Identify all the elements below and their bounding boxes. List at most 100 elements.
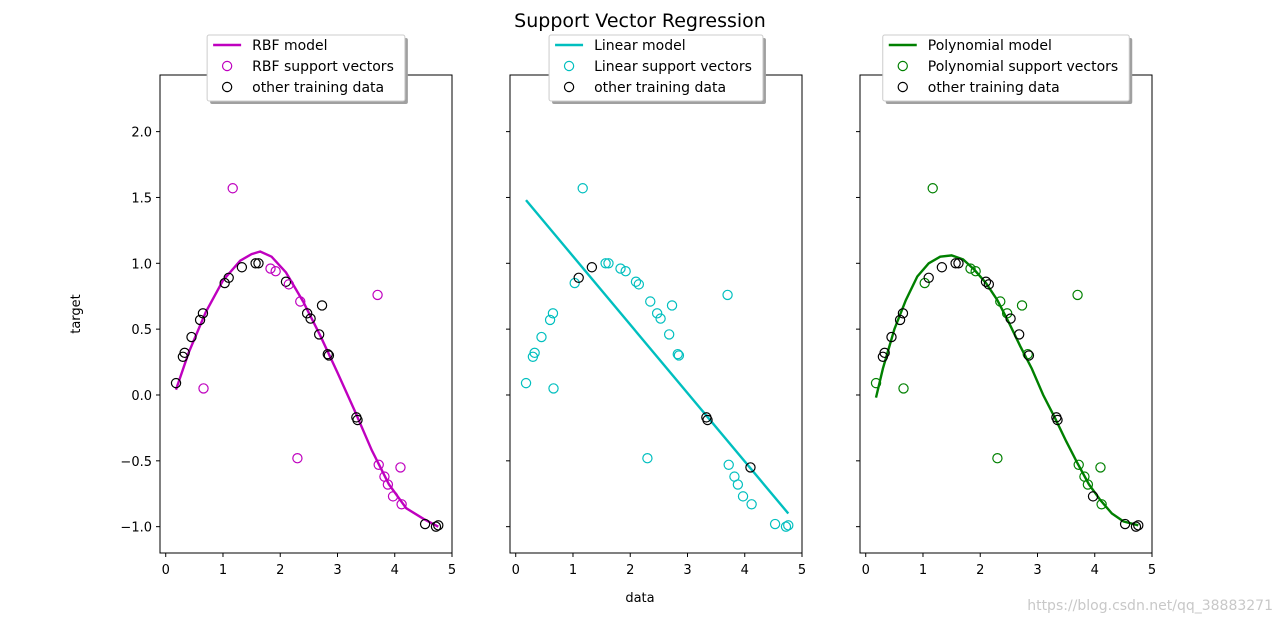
- legend-support-swatch: [897, 60, 908, 72]
- support-vector-point: [1016, 300, 1028, 311]
- x-tick-label: 2: [626, 563, 634, 578]
- legend-entry-label: RBF model: [252, 38, 327, 54]
- legend-entry-label: other training data: [928, 80, 1060, 96]
- other-training-point: [305, 313, 316, 324]
- x-tick-label: 2: [976, 563, 984, 578]
- legend-support-swatch: [563, 60, 575, 72]
- support-vector-point: [783, 520, 794, 531]
- support-vector-point: [292, 452, 303, 464]
- y-tick-label: 1.0: [131, 257, 152, 272]
- legend-other-swatch: [221, 81, 233, 93]
- other-training-point: [923, 272, 934, 283]
- support-vector-point: [673, 350, 685, 361]
- legend-entry-label: Linear model: [594, 38, 686, 54]
- support-vector-point: [295, 296, 306, 307]
- support-vector-point: [198, 383, 209, 394]
- support-vector-point: [373, 459, 384, 470]
- x-tick-label: 3: [1033, 563, 1041, 578]
- x-tick-label: 2: [276, 563, 284, 578]
- legend-entry-label: RBF support vectors: [252, 59, 394, 75]
- x-tick-label: 3: [683, 563, 691, 578]
- figure-title: Support Vector Regression: [514, 10, 766, 32]
- support-vector-point: [577, 183, 588, 194]
- support-vector-point: [1095, 462, 1106, 473]
- support-vector-point: [1022, 348, 1033, 360]
- y-tick-label: 2.0: [131, 126, 152, 141]
- other-training-point: [897, 308, 909, 319]
- legend-box: [206, 34, 406, 102]
- other-training-point: [236, 262, 248, 273]
- other-training-point: [573, 272, 584, 283]
- other-training-point: [433, 520, 444, 531]
- support-vector-point: [1096, 499, 1107, 510]
- support-vector-point: [283, 279, 295, 290]
- support-vector-point: [547, 308, 559, 319]
- y-tick-label: −0.5: [120, 455, 152, 470]
- legend: RBF model RBF support vectors other traini…: [206, 34, 408, 104]
- y-axis-label: target: [69, 294, 84, 334]
- support-vector-point: [227, 183, 238, 194]
- other-training-point: [194, 314, 206, 326]
- support-vector-point: [396, 499, 407, 510]
- other-training-point: [950, 258, 961, 269]
- other-training-point: [894, 314, 906, 326]
- x-tick-label: 5: [448, 563, 456, 578]
- x-tick-label: 1: [569, 563, 577, 578]
- support-vector-point: [544, 314, 556, 326]
- support-vector-point: [548, 383, 559, 394]
- support-vector-point: [529, 347, 540, 359]
- support-vector-point: [992, 452, 1003, 464]
- other-training-point: [352, 414, 363, 426]
- support-vector-point: [723, 459, 734, 470]
- x-axis-label: data: [625, 591, 654, 606]
- support-vector-point: [666, 300, 678, 311]
- support-vector-point: [780, 521, 792, 532]
- other-training-point: [586, 262, 598, 273]
- legend: Linear model Linear support vectors other …: [548, 34, 766, 104]
- other-training-point: [1133, 520, 1144, 531]
- x-tick-label: 0: [862, 563, 870, 578]
- x-tick-label: 4: [391, 563, 399, 578]
- support-vector-point: [732, 479, 744, 490]
- other-training-point: [419, 518, 431, 530]
- other-training-point: [253, 258, 264, 269]
- legend-box: [882, 34, 1130, 102]
- x-tick-label: 5: [1148, 563, 1156, 578]
- support-vector-point: [746, 499, 757, 510]
- support-vector-point: [387, 491, 399, 502]
- support-vector-point: [382, 479, 394, 490]
- other-training-point: [430, 521, 442, 532]
- plot-area: [520, 90, 794, 532]
- y-tick-label: −1.0: [120, 521, 152, 536]
- support-vector-point: [672, 348, 683, 360]
- support-vector-point: [722, 289, 733, 301]
- support-vector-point: [633, 279, 645, 290]
- support-vector-point: [520, 377, 532, 389]
- support-vector-point: [965, 263, 976, 274]
- x-tick-label: 4: [741, 563, 749, 578]
- legend-box: [548, 34, 764, 102]
- x-tick-label: 5: [798, 563, 806, 578]
- model-curve: [174, 250, 439, 528]
- legend-entry-label: Polynomial support vectors: [928, 59, 1118, 75]
- legend-support-swatch: [221, 60, 233, 72]
- other-training-point: [323, 350, 335, 361]
- support-vector-point: [651, 308, 663, 319]
- other-training-point: [301, 308, 313, 319]
- other-training-point: [250, 258, 261, 269]
- support-vector-point: [600, 258, 611, 269]
- other-training-point: [886, 331, 897, 343]
- y-tick-label: 0.0: [131, 389, 152, 404]
- support-vector-point: [615, 263, 626, 274]
- other-training-point: [879, 347, 890, 359]
- support-vector-point: [1082, 479, 1094, 490]
- axes-frame: [859, 74, 1153, 554]
- support-vector-point: [1001, 308, 1013, 319]
- other-training-point: [745, 462, 756, 473]
- support-vector-point: [1073, 459, 1084, 470]
- legend: Polynomial model Polynomial support vecto…: [882, 34, 1133, 104]
- other-training-point: [316, 300, 328, 311]
- legend-other-swatch: [897, 81, 908, 93]
- support-vector-point: [642, 452, 653, 464]
- support-vector-point: [663, 329, 675, 340]
